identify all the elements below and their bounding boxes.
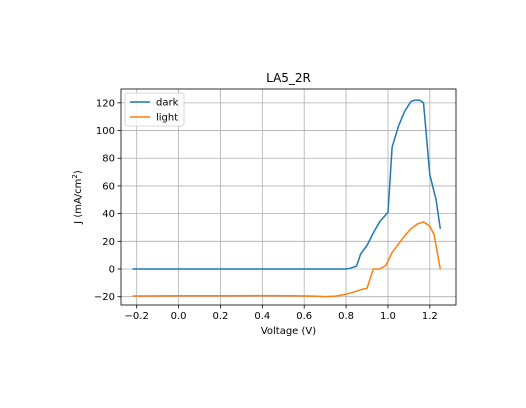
y-tick-label: 0: [109, 265, 115, 276]
x-tick-label: 1.2: [422, 311, 438, 322]
y-tick-label: 40: [102, 209, 115, 220]
x-tick-label: 0.8: [338, 311, 354, 322]
series-layer: [132, 99, 442, 298]
x-tick-label: 1.0: [380, 311, 396, 322]
x-tick-label: 0.6: [296, 311, 312, 322]
y-axis-label-sup: 2: [71, 174, 79, 178]
legend-label-dark: dark: [156, 98, 179, 109]
y-tick-label: 120: [96, 98, 115, 109]
series-line-light: [132, 221, 442, 298]
x-axis-label: Voltage (V): [261, 326, 316, 337]
plot-frame: [120, 88, 457, 306]
y-tick-label: 80: [102, 154, 115, 165]
ticks: −0.2 0.0 0.2 0.4 0.6 0.8 1.0 1.2 −20 0 20 40 60 80 100…: [94, 98, 438, 322]
legend-label-light: light: [156, 113, 178, 124]
series-line-dark: [132, 99, 442, 270]
y-tick-label: 20: [102, 237, 115, 248]
x-tick-label: 0.0: [171, 311, 187, 322]
y-axis-label: J (mA/cm2): [71, 170, 84, 225]
y-tick-label: 60: [102, 181, 115, 192]
x-tick-label: −0.2: [125, 311, 149, 322]
y-tick-label: −20: [94, 292, 115, 303]
x-tick-label: 0.4: [254, 311, 270, 322]
chart-title: LA5_2R: [266, 71, 311, 85]
grid: [121, 89, 456, 305]
y-tick-label: 100: [96, 126, 115, 137]
legend: dark light: [124, 92, 185, 127]
y-axis-label-close: ): [73, 170, 84, 174]
y-axis-label-main: J (mA/cm: [73, 179, 84, 225]
x-tick-label: 0.2: [213, 311, 229, 322]
